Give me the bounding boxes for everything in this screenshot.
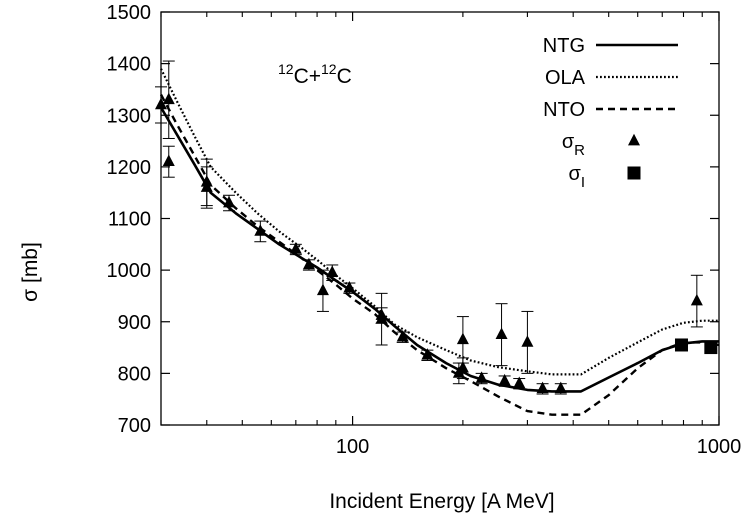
point-sigma-r: [162, 154, 175, 167]
series-line-ntg: [159, 106, 719, 393]
series-line-ola: [160, 68, 719, 376]
legend-marker-square: [627, 166, 641, 180]
x-axis-label: Incident Energy [A MeV]: [329, 490, 554, 513]
legend-label-ola: OLA: [545, 67, 586, 89]
legend-label-triangle: σR: [562, 131, 585, 159]
legend: NTG OLA NTO σR σI: [543, 35, 678, 191]
point-sigma-r: [289, 242, 302, 254]
legend-label-square: σI: [568, 163, 585, 191]
y-tick-label: 1200: [107, 157, 152, 179]
y-tick-label: 900: [118, 312, 151, 334]
y-tick-label: 1400: [107, 54, 152, 76]
point-sigma-r: [375, 311, 388, 324]
point-sigma-r: [456, 361, 469, 373]
point-sigma-r: [302, 257, 315, 270]
y-tick-label: 1500: [107, 2, 152, 24]
point-sigma-r: [396, 330, 409, 342]
axes-frame: [160, 11, 720, 426]
point-sigma-r: [200, 180, 213, 192]
legend-marker-triangle: [628, 133, 640, 146]
point-sigma-r: [456, 332, 469, 345]
point-sigma-r: [326, 265, 339, 278]
point-sigma-r: [223, 195, 236, 208]
point-sigma-i: [704, 341, 718, 355]
legend-label-nto: NTO: [543, 99, 585, 121]
y-tick-label: 700: [118, 415, 151, 437]
legend-label-ntg: NTG: [543, 35, 585, 57]
x-tick-label: 100: [336, 436, 369, 458]
point-sigma-r: [495, 327, 508, 339]
data-points: [155, 60, 718, 395]
y-tick-label: 1300: [107, 105, 152, 127]
point-sigma-i: [674, 338, 688, 352]
point-sigma-r: [521, 335, 534, 347]
y-tick-label: 1000: [107, 260, 152, 282]
y-tick-label: 800: [118, 363, 151, 385]
point-sigma-r: [421, 348, 434, 360]
point-sigma-r: [254, 224, 267, 236]
point-sigma-r: [536, 381, 549, 394]
tick-labels: 700 800 900 1000 1100 1200 1300 1400 1500 100 1000: [107, 2, 742, 458]
reaction-annotation: 12C+12C: [278, 61, 352, 88]
x-tick-label: 1000: [697, 436, 742, 458]
point-sigma-r: [343, 280, 356, 293]
y-axis-label: σ [mb]: [19, 242, 42, 302]
point-sigma-r: [475, 371, 488, 383]
point-sigma-r: [155, 97, 167, 110]
point-sigma-r: [513, 376, 526, 389]
series-lines: [159, 68, 720, 416]
point-sigma-r: [316, 283, 329, 296]
point-sigma-r: [498, 373, 511, 386]
point-sigma-r: [554, 381, 567, 394]
point-sigma-r: [162, 92, 175, 105]
point-sigma-r: [690, 293, 703, 306]
y-tick-label: 1100: [108, 209, 151, 231]
